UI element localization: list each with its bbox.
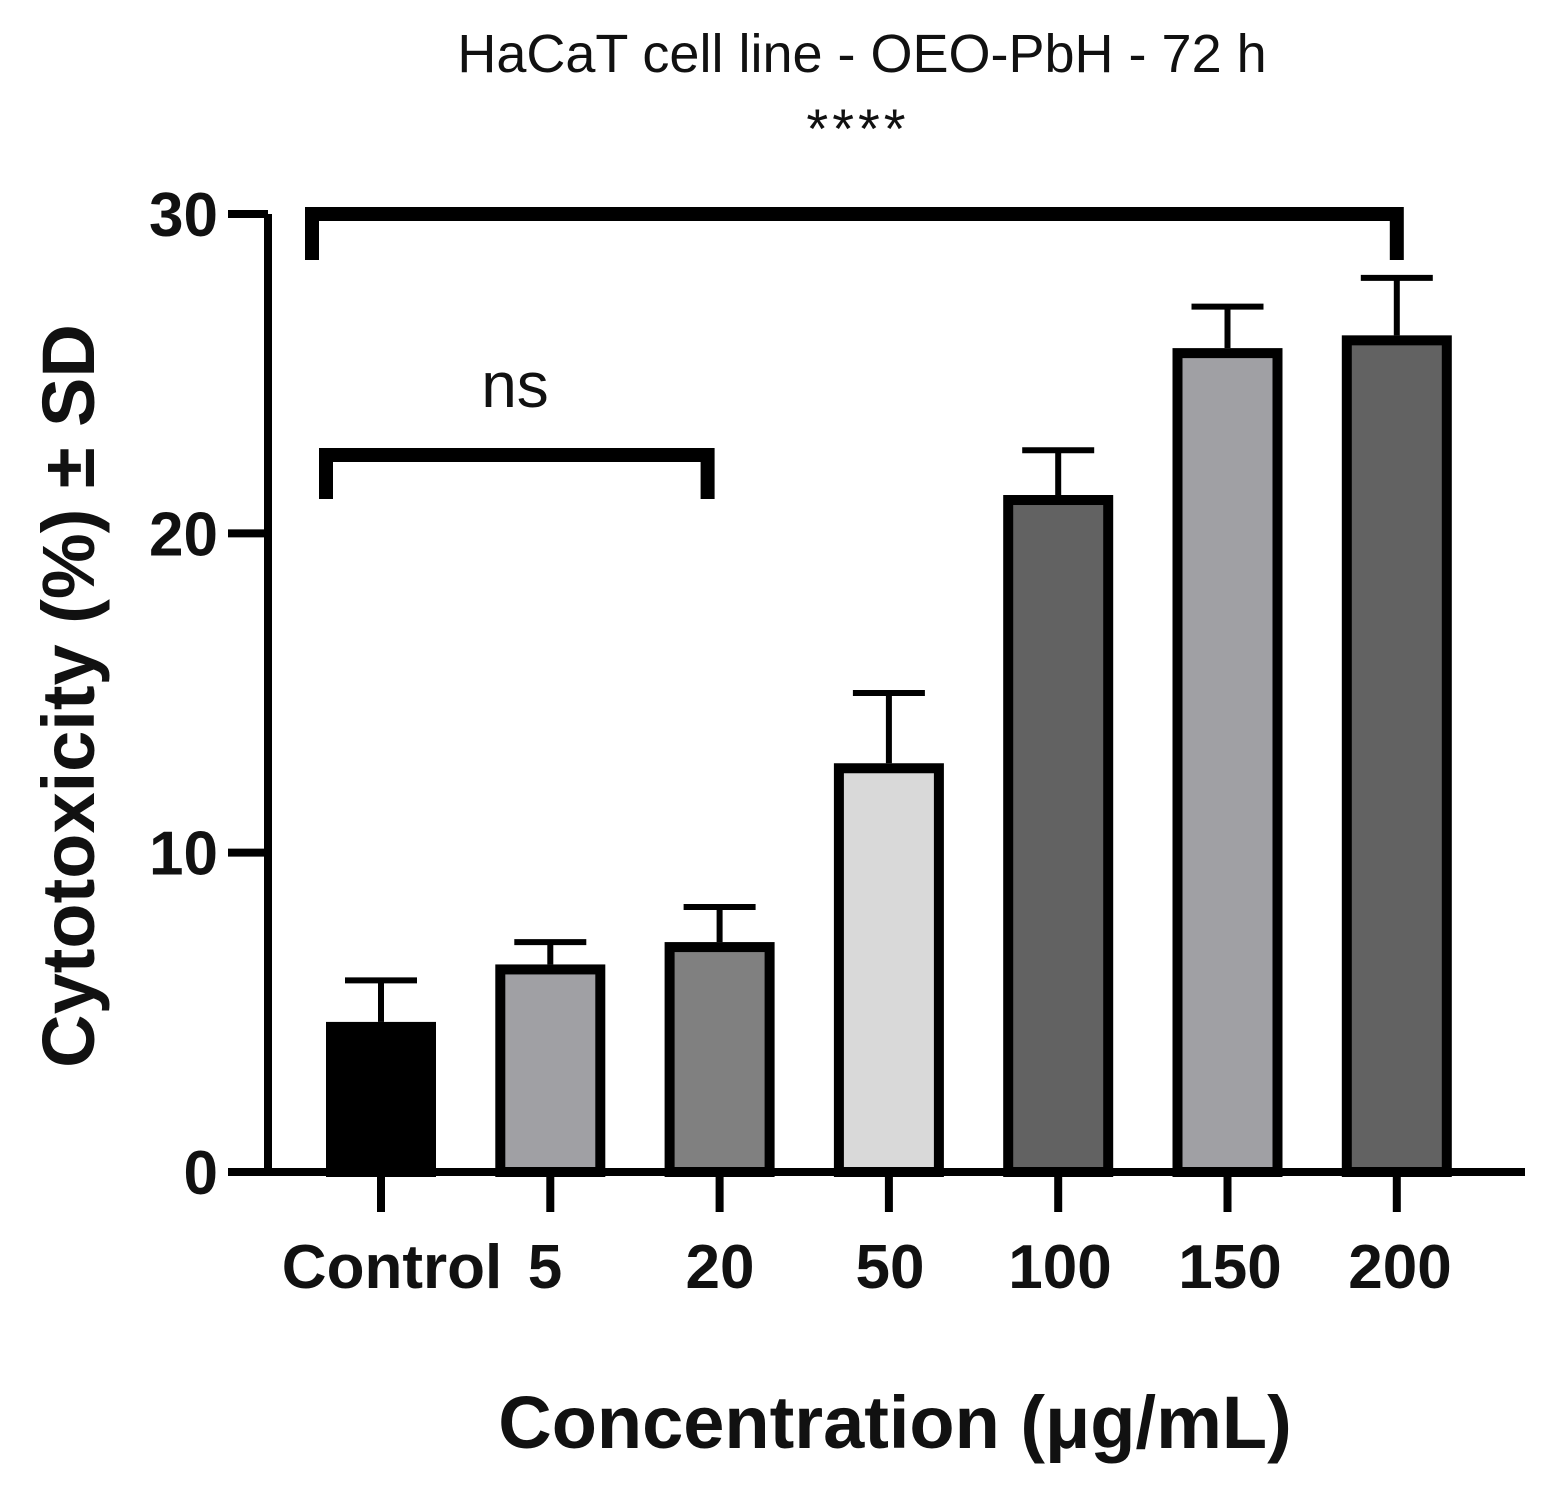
x-axis-label: Concentration (μg/mL) [498, 1381, 1291, 1464]
plot-area: 0 10 20 30 Control 5 20 50 100 150 200 [149, 181, 1525, 1302]
bar-5 [495, 964, 606, 1178]
y-tick-label: 30 [149, 181, 218, 250]
x-tick-label: 20 [686, 1233, 755, 1302]
bar-150 [1172, 348, 1283, 1177]
y-tick-label: 10 [149, 820, 218, 889]
bar-100 [1003, 495, 1114, 1178]
bar-50 [833, 763, 944, 1178]
x-tick-label: 50 [856, 1233, 925, 1302]
bar-20 [664, 942, 775, 1178]
chart-title: HaCaT cell line - OEO-PbH - 72 h [457, 24, 1266, 84]
bar-200 [1341, 335, 1452, 1177]
x-tick-label: Control [282, 1233, 502, 1302]
significance-bracket-all [305, 207, 1404, 260]
significance-label-ns: ns [481, 349, 549, 421]
x-tick-label: 150 [1178, 1233, 1281, 1302]
x-tick-label: 100 [1008, 1233, 1111, 1302]
y-axis-label: Cytotoxicity (%) ± SD [27, 324, 110, 1068]
x-tick-label: 200 [1348, 1233, 1451, 1302]
bar-Control [326, 1021, 436, 1177]
x-tick-label: 5 [528, 1233, 562, 1302]
y-tick-label: 20 [149, 500, 218, 569]
significance-label-all: **** [806, 97, 909, 160]
significance-bracket-ns [319, 448, 715, 499]
y-tick-label: 0 [184, 1139, 218, 1208]
